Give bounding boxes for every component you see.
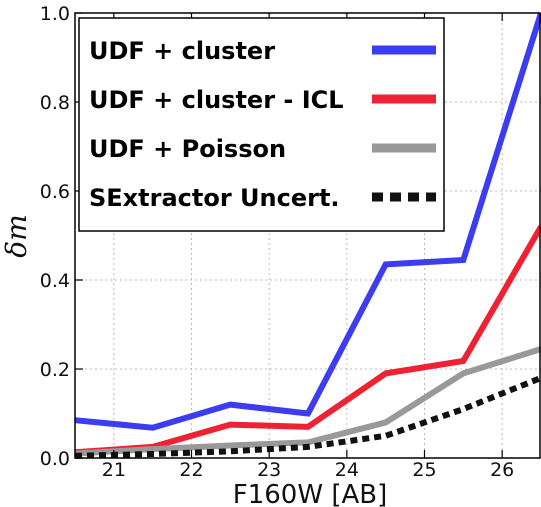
y-tick-label: 0.2 (40, 359, 70, 381)
y-tick-label: 0.8 (40, 92, 70, 114)
x-axis-label: F160W [AB] (233, 480, 387, 507)
plot-frame (74, 12, 541, 459)
y-axis-label: δm (0, 214, 33, 257)
legend: UDF + cluster UDF + cluster - ICL UDF + Po… (78, 17, 445, 232)
legend-label: UDF + cluster - ICL (89, 86, 344, 114)
series-line (74, 225, 541, 456)
axis-ticks: 21 22 23 24 25 26 0.0 0.2 0.4 0.6 0.8 1.0 (40, 3, 514, 481)
x-tick-label: 24 (335, 459, 359, 481)
series-line (74, 12, 541, 431)
y-tick-label: 0.4 (40, 270, 70, 292)
y-tick-label: 1.0 (40, 3, 70, 25)
series-lines (74, 12, 541, 459)
x-tick-label: 23 (257, 459, 281, 481)
y-tick-label: 0.6 (40, 181, 70, 203)
y-tick-label: 0.0 (40, 448, 70, 470)
grid (75, 12, 541, 459)
x-tick-label: 22 (179, 459, 203, 481)
x-tick-label: 21 (102, 459, 126, 481)
series-line (74, 346, 541, 457)
legend-label: SExtractor Uncert. (89, 184, 340, 212)
x-tick-label: 26 (490, 459, 514, 481)
legend-label: UDF + Poisson (89, 135, 286, 163)
legend-label: UDF + cluster (89, 37, 275, 65)
series-line (74, 375, 541, 459)
x-tick-label: 25 (412, 459, 436, 481)
